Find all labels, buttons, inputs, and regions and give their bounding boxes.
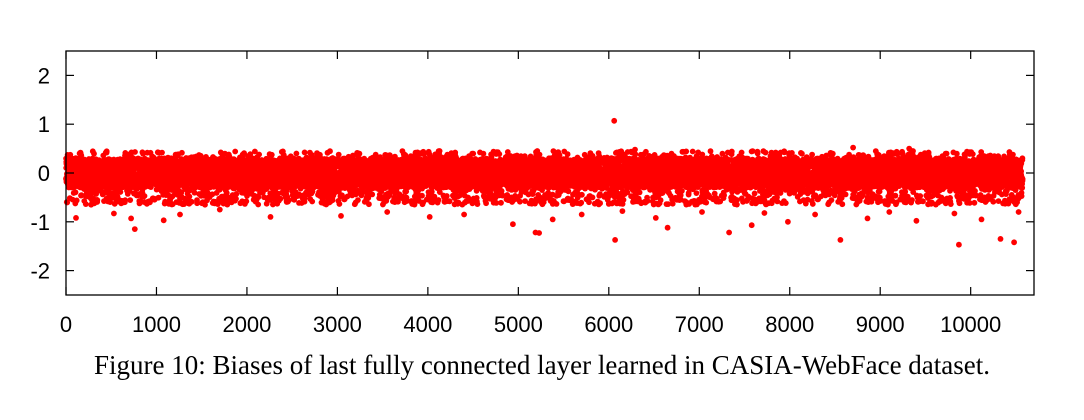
data-point	[268, 151, 275, 158]
data-point	[122, 197, 129, 204]
data-point	[72, 189, 79, 196]
data-point	[369, 191, 376, 198]
data-point	[127, 197, 134, 204]
data-point	[256, 151, 262, 158]
data-point	[329, 197, 336, 204]
data-point	[132, 149, 138, 155]
data-point	[186, 193, 193, 200]
data-point	[117, 189, 124, 195]
scatter-chart: 0 1000 2000 3000 4000 5000 6000 7000 8000 9000 100…	[30, 50, 1035, 337]
data-point	[483, 200, 489, 207]
data-point	[356, 150, 363, 157]
data-point	[73, 197, 80, 204]
data-point	[335, 151, 342, 158]
data-point	[496, 151, 503, 158]
data-point	[277, 195, 284, 202]
data-point	[91, 150, 97, 157]
data-point	[327, 148, 333, 155]
data-point	[435, 197, 442, 203]
data-point	[179, 149, 185, 156]
data-point	[188, 198, 195, 205]
data-point	[243, 198, 250, 205]
data-point	[446, 198, 453, 205]
data-point	[107, 199, 114, 206]
data-point	[141, 193, 148, 199]
data-point	[480, 150, 487, 157]
data-point	[94, 197, 101, 204]
data-points	[63, 117, 1026, 248]
data-point	[419, 192, 425, 199]
data-point	[309, 198, 316, 205]
data-point	[293, 150, 300, 157]
data-point	[159, 149, 165, 156]
data-point	[470, 150, 477, 157]
data-point	[223, 190, 230, 196]
data-point	[355, 197, 361, 204]
data-point	[301, 149, 308, 156]
data-point	[336, 201, 343, 207]
data-point	[498, 199, 504, 206]
data-point	[232, 148, 239, 155]
data-point	[474, 201, 481, 208]
data-point	[366, 201, 372, 208]
data-point	[255, 201, 262, 208]
data-point	[82, 201, 89, 208]
data-point	[436, 148, 443, 154]
data-point	[443, 193, 450, 199]
